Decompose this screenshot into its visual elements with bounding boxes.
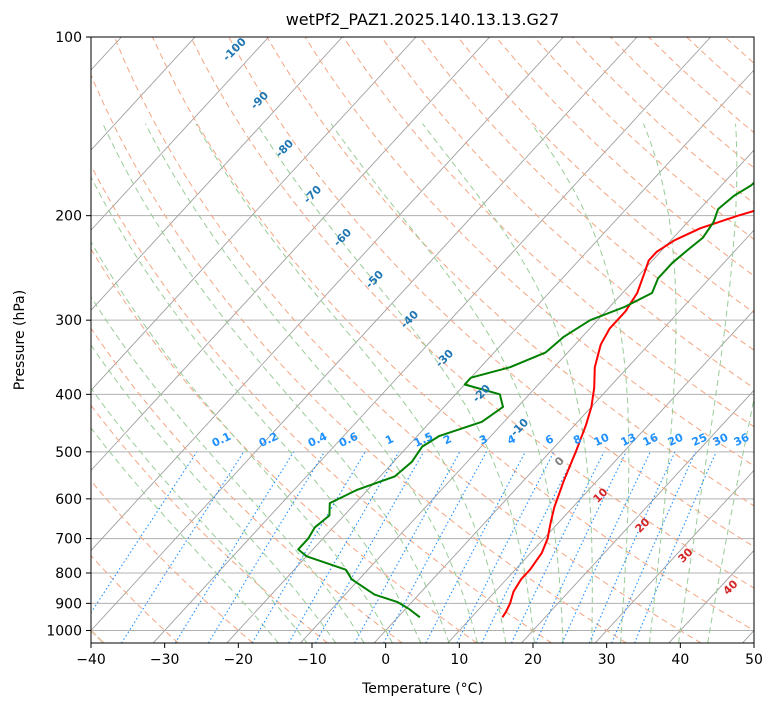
- x-tick-label: −30: [150, 652, 180, 668]
- y-tick-label: 300: [55, 313, 82, 329]
- x-tick-label: −20: [224, 652, 254, 668]
- x-axis-label: Temperature (°C): [361, 681, 483, 697]
- x-tick-label: 10: [450, 652, 468, 668]
- y-tick-label: 400: [55, 387, 82, 403]
- y-tick-label: 600: [55, 492, 82, 508]
- y-tick-label: 200: [55, 209, 82, 225]
- y-tick-label: 1000: [46, 624, 82, 640]
- x-tick-label: 0: [381, 652, 390, 668]
- x-tick-label: 20: [524, 652, 542, 668]
- x-tick-label: 40: [671, 652, 689, 668]
- y-tick-label: 500: [55, 445, 82, 461]
- chart-title: wetPf2_PAZ1.2025.140.13.13.G27: [286, 10, 560, 30]
- x-tick-label: −10: [297, 652, 327, 668]
- y-tick-label: 100: [55, 30, 82, 46]
- x-tick-label: 30: [598, 652, 616, 668]
- y-tick-label: 800: [55, 566, 82, 582]
- x-tick-label: −40: [76, 652, 106, 668]
- x-tick-label: 50: [745, 652, 763, 668]
- y-tick-label: 900: [55, 596, 82, 612]
- y-axis-label: Pressure (hPa): [12, 290, 28, 390]
- y-tick-label: 700: [55, 532, 82, 548]
